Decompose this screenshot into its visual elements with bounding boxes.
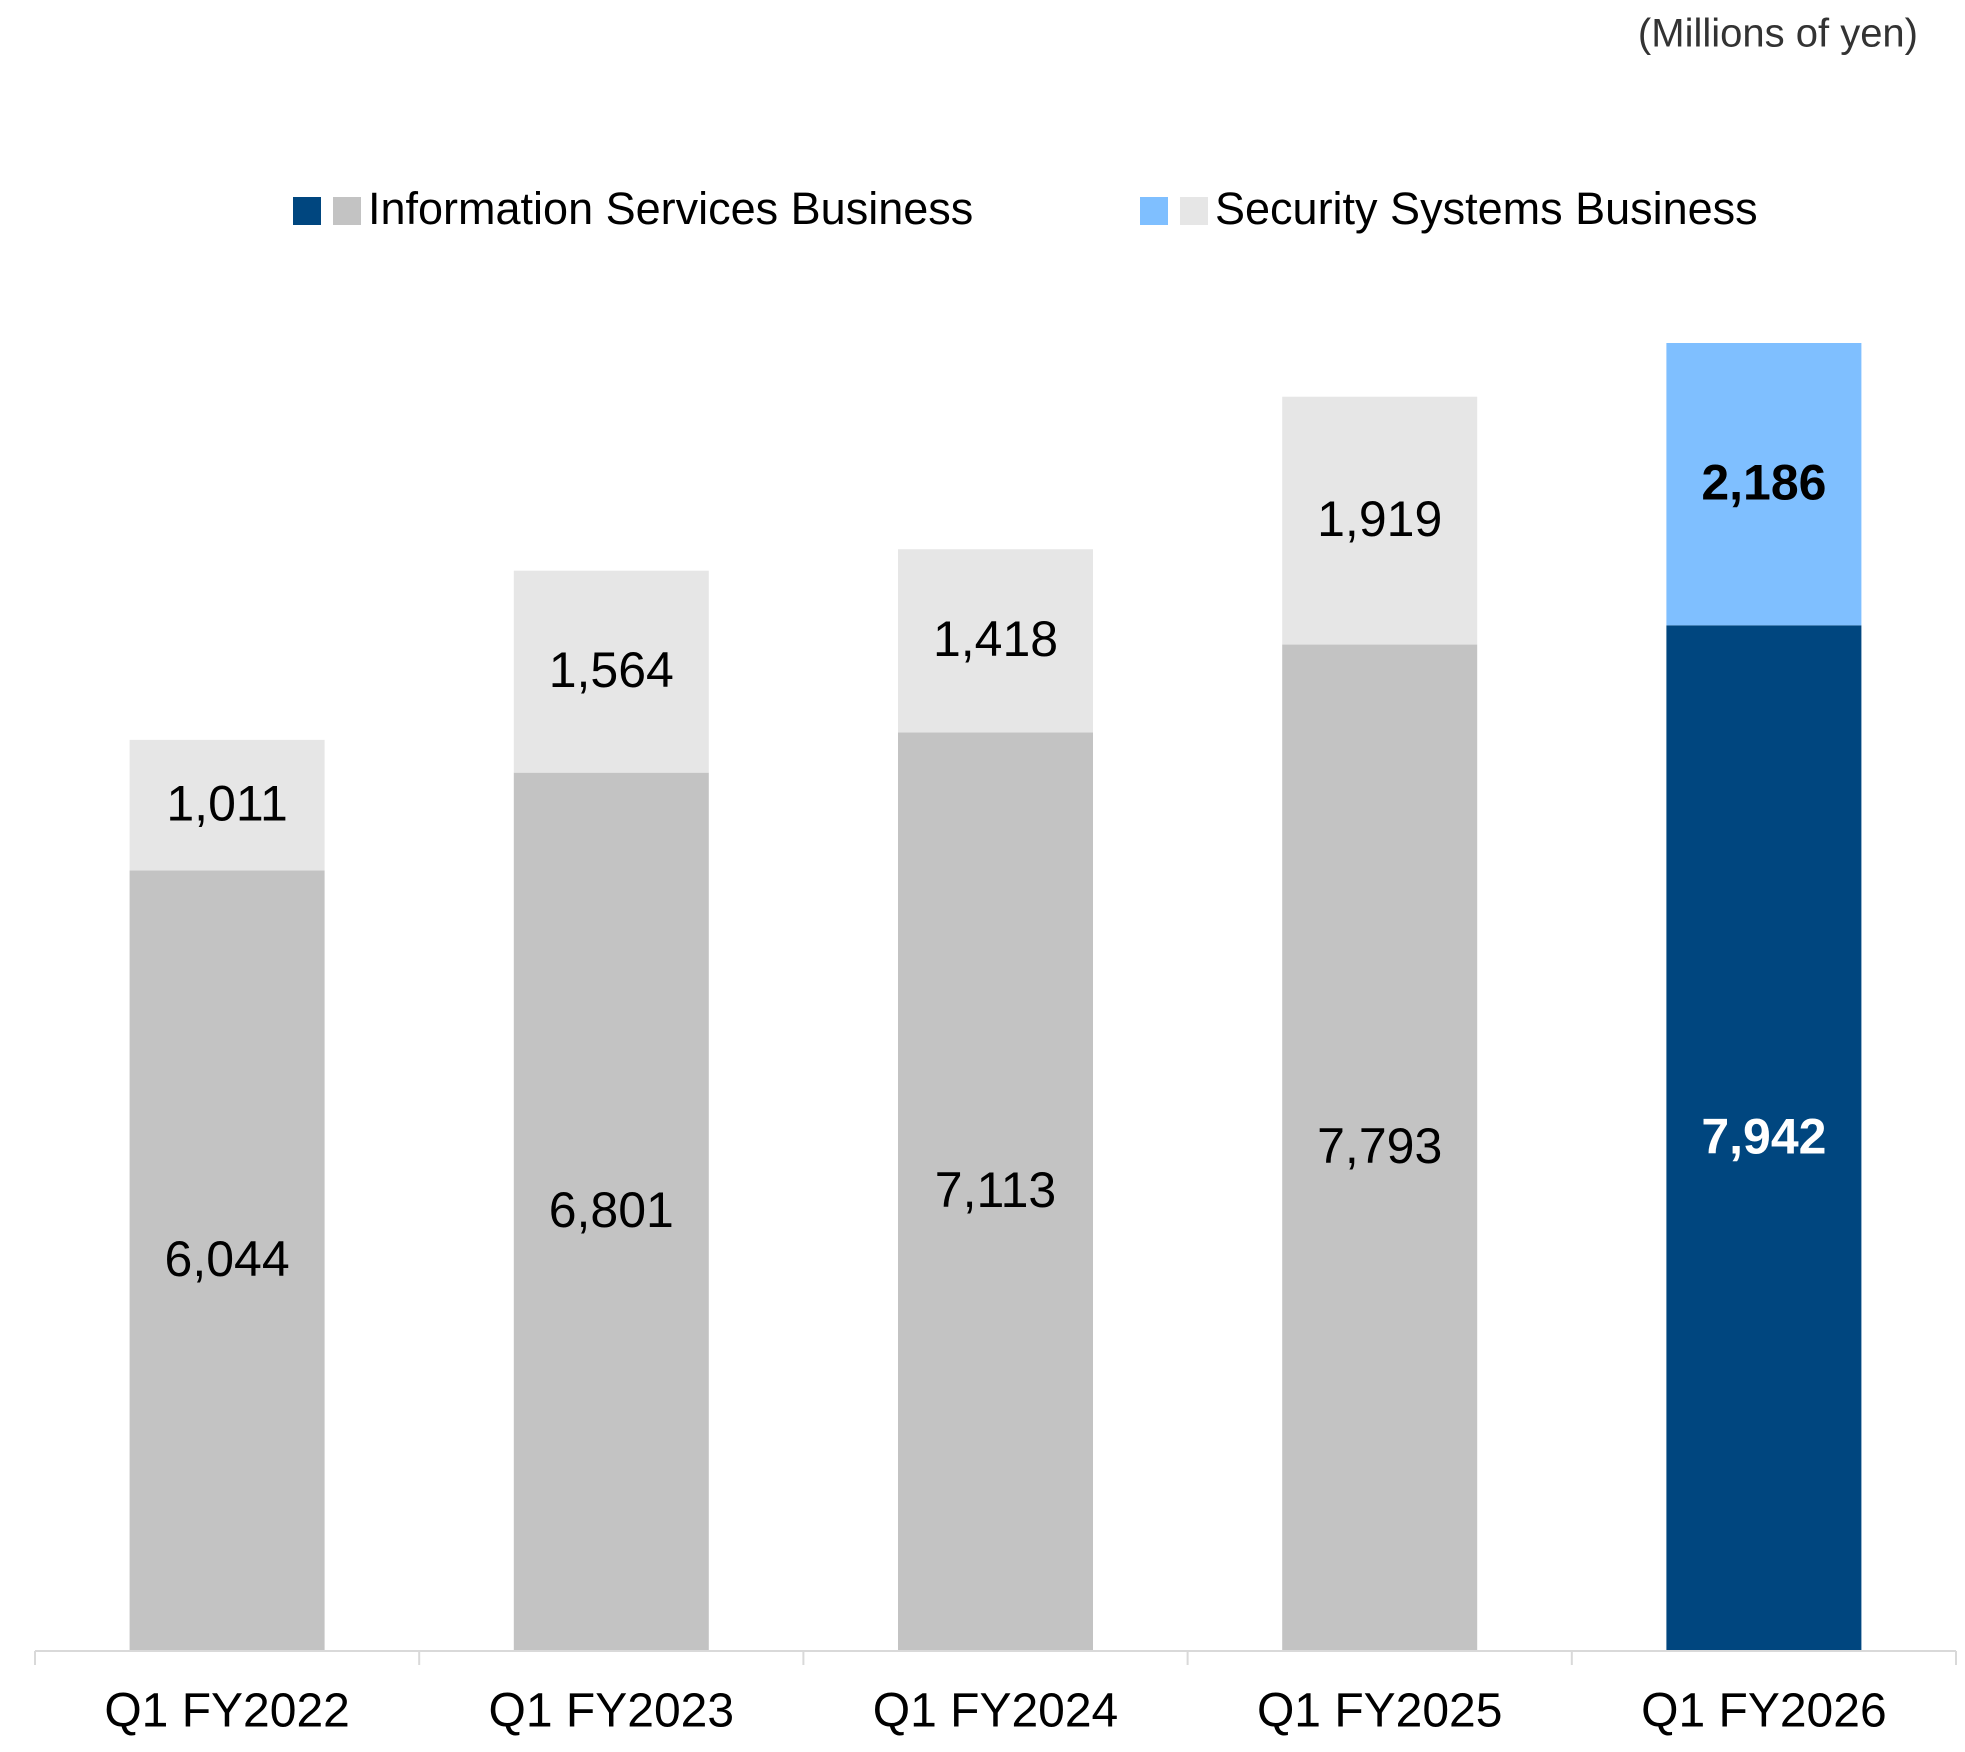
x-tick-label: Q1 FY2024 <box>873 1685 1118 1738</box>
value-label: 1,418 <box>933 611 1058 667</box>
bar-segment <box>1282 644 1478 1651</box>
bar-segment <box>129 870 325 1651</box>
value-label: 7,793 <box>1317 1118 1442 1174</box>
legend-swatch <box>1140 197 1168 225</box>
value-label: 2,186 <box>1701 454 1826 510</box>
value-label: 6,801 <box>549 1182 674 1238</box>
value-label: 6,044 <box>165 1231 290 1287</box>
x-tick-label: Q1 FY2025 <box>1257 1685 1502 1738</box>
bar-segment <box>513 772 709 1651</box>
legend-swatch <box>293 197 321 225</box>
bar-segment <box>1666 625 1862 1651</box>
legend-label: Information Services Business <box>368 183 973 234</box>
bar-segment <box>513 570 709 773</box>
value-label: 1,564 <box>549 642 674 698</box>
legend-label: Security Systems Business <box>1215 183 1758 234</box>
value-label: 7,113 <box>935 1162 1056 1218</box>
bar-segment <box>898 732 1093 1651</box>
unit-label: (Millions of yen) <box>1638 12 1918 56</box>
legend-swatch <box>1180 197 1208 225</box>
value-label: 7,942 <box>1701 1108 1826 1164</box>
x-tick-label: Q1 FY2023 <box>489 1685 734 1738</box>
bar-segment <box>129 739 325 871</box>
value-label: 1,919 <box>1317 491 1442 547</box>
bar-segment <box>1282 396 1478 645</box>
legend-swatch <box>333 197 361 225</box>
bar-segment <box>1666 343 1862 626</box>
value-label: 1,011 <box>166 775 287 831</box>
x-tick-label: Q1 FY2022 <box>104 1685 349 1738</box>
bar-segment <box>898 549 1093 733</box>
x-tick-label: Q1 FY2026 <box>1641 1685 1886 1738</box>
